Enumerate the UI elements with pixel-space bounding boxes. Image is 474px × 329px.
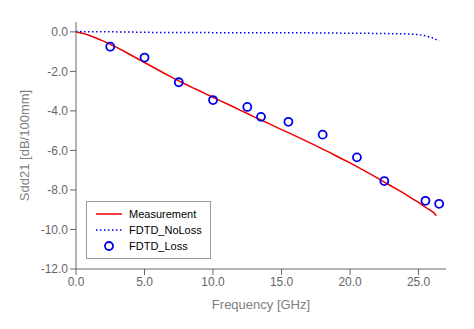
html-text:FDTD_Loss: FDTD_Loss: [129, 240, 188, 252]
svg-text:0.0: 0.0: [68, 275, 85, 289]
svg-text:-4.0: -4.0: [47, 104, 68, 118]
svg-text:-6.0: -6.0: [47, 144, 68, 158]
svg-text:0.0: 0.0: [51, 25, 68, 39]
svg-text:5.0: 5.0: [136, 275, 153, 289]
html-text:Measurement: Measurement: [129, 208, 197, 220]
svg-text:25.0: 25.0: [407, 275, 431, 289]
svg-text:-10.0: -10.0: [41, 223, 69, 237]
svg-text:10.0: 10.0: [201, 275, 225, 289]
svg-text:-12.0: -12.0: [41, 262, 69, 276]
svg-text:Sdd21 [dB/100mm]: Sdd21 [dB/100mm]: [17, 90, 32, 201]
svg-text:Frequency [GHz]: Frequency [GHz]: [212, 297, 310, 312]
svg-text:15.0: 15.0: [270, 275, 294, 289]
svg-text:20.0: 20.0: [338, 275, 362, 289]
html-text:FDTD_NoLoss: FDTD_NoLoss: [129, 224, 202, 236]
svg-text:-2.0: -2.0: [47, 65, 68, 79]
svg-text:-8.0: -8.0: [47, 183, 68, 197]
